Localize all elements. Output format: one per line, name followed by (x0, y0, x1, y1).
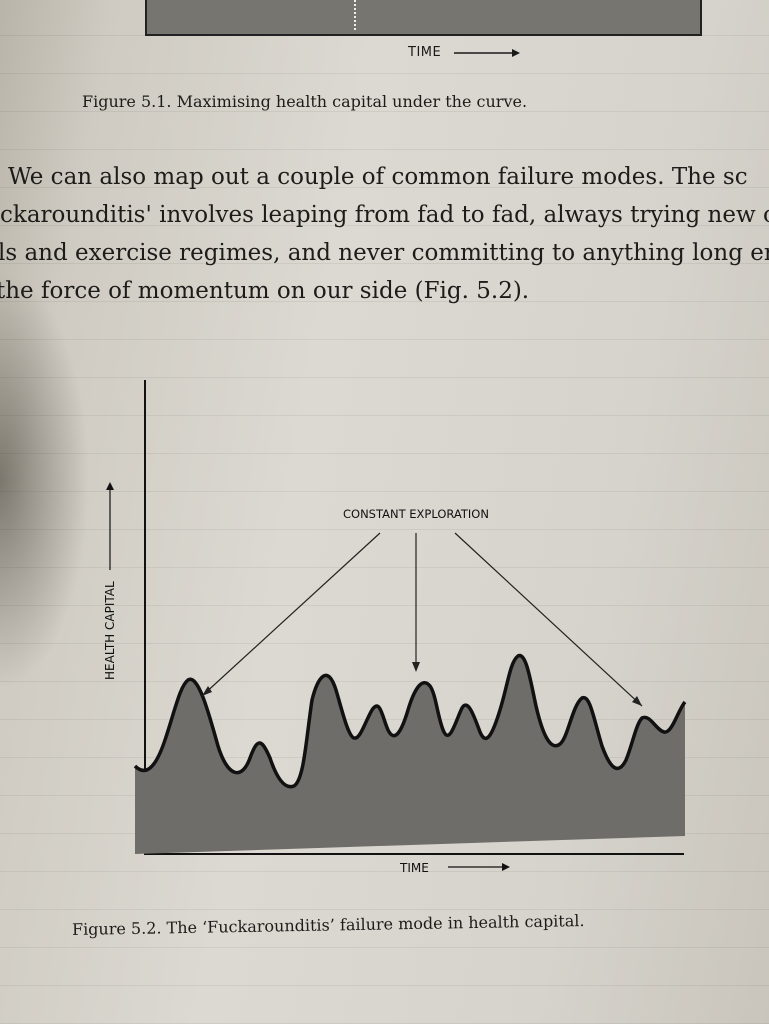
figure-5-1-area (145, 0, 702, 36)
page-shadow (0, 270, 90, 690)
arrow-right-icon (453, 48, 520, 57)
arrow-up-head (106, 482, 114, 490)
x-axis-label: TIME (399, 861, 429, 875)
health-capital-area (135, 655, 685, 854)
body-line: We can also map out a couple of common f… (8, 164, 748, 190)
figure-5-1-caption: Figure 5.1. Maximising health capital un… (82, 92, 528, 111)
figure-5-1-xaxis: TIME (408, 45, 522, 60)
figure-5-1-dashed-line (354, 0, 356, 30)
body-line: ls and exercise regimes, and never commi… (0, 240, 769, 266)
annotation-arrows (201, 532, 643, 707)
x-axis-label-group: TIME (399, 861, 510, 875)
figure-5-2-caption: Figure 5.2. The ‘Fuckarounditis’ failure… (71, 911, 585, 939)
y-axis-label-group: HEALTH CAPITAL (103, 482, 117, 680)
arrow-right-head (502, 863, 510, 871)
body-line: ckarounditis' involves leaping from fad … (0, 202, 769, 228)
body-line: the force of momentum on our side (Fig. … (0, 278, 530, 304)
y-axis-label: HEALTH CAPITAL (103, 581, 117, 680)
figure-5-1-xaxis-label: TIME (408, 45, 442, 60)
figure-5-2: CONSTANT EXPLORATION HEALTH CAPITAL TIME (103, 380, 687, 875)
health-capital-line (133, 654, 687, 789)
annotation-constant-exploration: CONSTANT EXPLORATION (343, 507, 489, 521)
